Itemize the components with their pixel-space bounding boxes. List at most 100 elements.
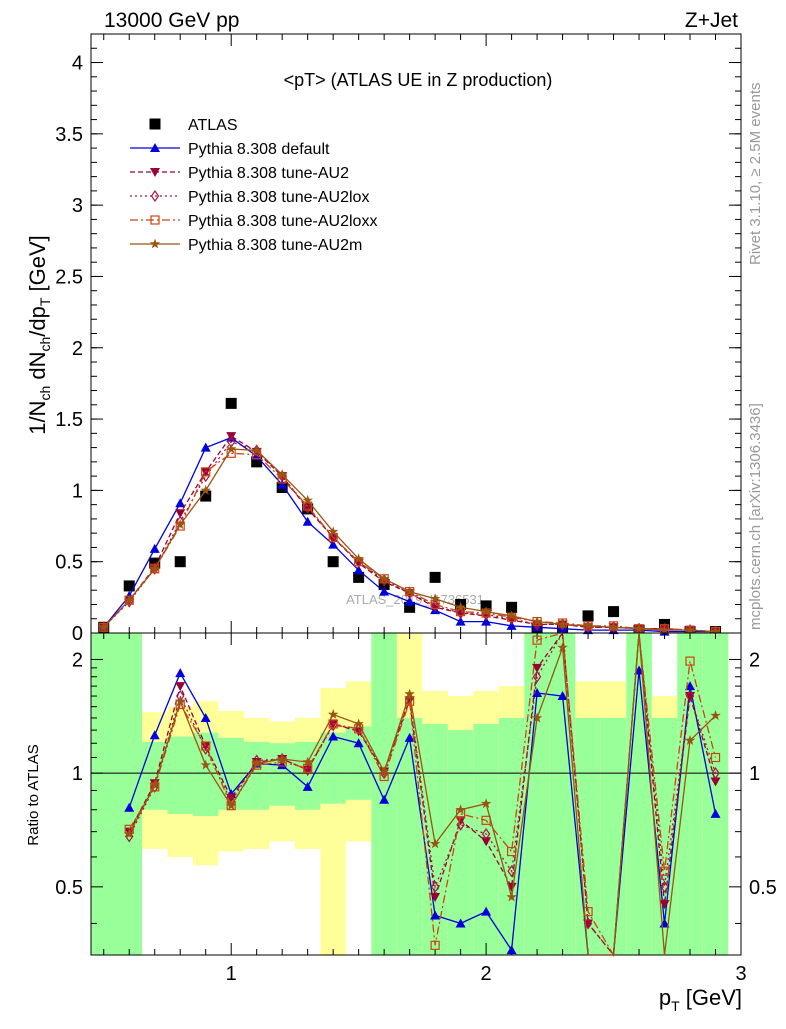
data-point-au2m	[276, 469, 288, 480]
data-point-default	[328, 539, 339, 549]
data-point-au2	[175, 509, 186, 519]
data-point-au2m	[98, 621, 109, 632]
data-point-default	[506, 620, 517, 630]
data-point-atlas	[608, 606, 620, 618]
data-point-atlas	[327, 556, 339, 568]
data-point-default	[404, 596, 415, 606]
ratio-point-au2lox	[507, 865, 516, 878]
data-point-atlas	[582, 610, 594, 622]
ratio-point-au2m	[710, 710, 721, 721]
ratio-point-au2m	[506, 891, 517, 902]
ratio-point-au2loxx	[532, 635, 542, 645]
data-point-default	[175, 498, 186, 508]
ratio-point-au2m	[327, 709, 339, 719]
ratio-line-au2	[128, 631, 717, 957]
ratio-point-default	[557, 691, 568, 701]
band-green-bin	[524, 633, 550, 955]
legend-label-au2loxx: Pythia 8.308 tune-AU2loxx	[188, 213, 377, 230]
band-green-bin	[600, 717, 627, 955]
band-green-bin	[702, 633, 729, 955]
data-point-au2m	[557, 618, 568, 629]
main-panel: 0 0.5 1 1.5 2 2.5 3 3.5 4 <pT> (ATLAS UE in Z pr…	[25, 33, 742, 645]
data-point-au2m	[226, 443, 237, 454]
legend-marker-au2	[150, 168, 160, 177]
ratio-point-au2loxx	[659, 866, 670, 876]
legend-marker-au2lox	[150, 189, 160, 203]
ratio-point-au2m	[251, 758, 262, 768]
data-point-au2m	[633, 623, 645, 634]
ratio-point-au2	[481, 837, 492, 847]
data-point-atlas	[174, 556, 186, 568]
ratio-point-au2m	[404, 688, 415, 699]
data-point-au2m	[124, 594, 135, 605]
ratio-point-au2loxx	[506, 846, 517, 857]
ratio-point-au2m	[175, 695, 186, 706]
y-tick-label: 3	[72, 195, 83, 217]
band-green-bin	[396, 717, 423, 955]
data-point-default	[149, 543, 160, 553]
ratio-axes: 0.5 0.5 1 1 2 2 1 2 3	[55, 632, 777, 985]
data-point-atlas	[225, 397, 237, 409]
data-point-default	[302, 516, 313, 526]
data-point-default	[353, 565, 364, 575]
data-point-default	[481, 616, 492, 626]
legend-marker-default	[150, 143, 160, 152]
data-point-atlas	[480, 600, 492, 612]
ratio-point-default	[124, 802, 135, 812]
data-point-atlas	[506, 601, 518, 613]
ratio-point-default	[302, 781, 313, 791]
ratio-series	[124, 630, 721, 958]
data-point-au2lox	[328, 531, 338, 544]
data-point-default	[277, 479, 288, 489]
ratio-point-au2m	[302, 756, 313, 767]
ratio-point-default	[506, 945, 517, 955]
data-point-au2loxx	[201, 467, 211, 477]
ratio-point-au2	[404, 696, 415, 706]
ratio-y-tick-label: 1	[72, 763, 83, 785]
ratio-point-au2	[175, 682, 186, 692]
ratio-point-au2m	[276, 753, 288, 764]
ratio-line-au2lox	[128, 630, 717, 957]
legend-label-atlas: ATLAS	[188, 117, 238, 134]
ratio-point-au2m	[200, 759, 211, 770]
band-green-bin	[167, 736, 193, 814]
data-point-au2m	[251, 444, 262, 455]
ratio-point-au2loxx	[201, 741, 211, 751]
legend-marker-au2m	[149, 238, 161, 249]
ratio-point-au2m	[378, 766, 390, 776]
data-point-au2m	[531, 616, 543, 626]
data-point-au2m	[175, 519, 186, 530]
y-tick-label: 2	[72, 338, 83, 360]
legend-label-default: Pythia 8.308 default	[188, 141, 330, 158]
ratio-point-au2lox	[125, 830, 134, 843]
y-tick-label: 2.5	[55, 266, 83, 288]
ratio-point-default	[353, 738, 364, 748]
data-point-au2m	[582, 620, 594, 631]
data-point-au2lox	[303, 501, 312, 514]
ratio-line-au2m	[128, 632, 716, 956]
chart-title: <pT> (ATLAS UE in Z production)	[284, 70, 553, 90]
ratio-y-tick-label-right: 2	[749, 649, 760, 671]
ratio-y-tick-label-right: 1	[749, 763, 760, 785]
band-green-bin	[626, 633, 652, 955]
header-process-label: Z+Jet	[685, 9, 738, 32]
band-green-bin	[116, 633, 142, 955]
ratio-point-au2	[430, 892, 441, 902]
x-tick-label: 2	[481, 963, 492, 985]
ratio-uncertainty-bands	[91, 633, 729, 955]
ratio-point-au2	[532, 663, 543, 673]
data-point-default	[455, 616, 466, 626]
data-point-au2lox	[430, 599, 440, 612]
ratio-point-au2m	[226, 800, 237, 811]
ratio-point-au2m	[429, 838, 441, 849]
ratio-point-au2m	[353, 718, 364, 729]
y-tick-label: 3.5	[55, 124, 83, 146]
ratio-point-au2loxx	[710, 752, 721, 763]
ratio-point-au2m	[124, 828, 135, 839]
data-point-au2m	[149, 563, 160, 574]
data-point-atlas	[404, 601, 416, 613]
ratio-point-au2m	[149, 779, 160, 790]
ratio-point-default	[149, 730, 160, 740]
data-point-au2m	[378, 573, 390, 584]
x-tick-label: 3	[735, 963, 746, 985]
